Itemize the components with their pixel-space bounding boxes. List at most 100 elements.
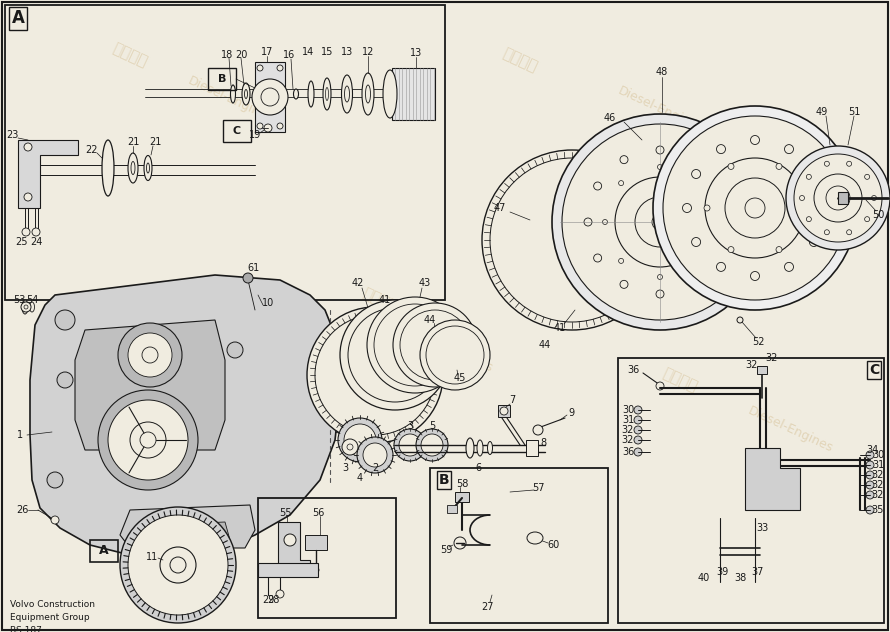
Ellipse shape	[584, 218, 592, 226]
Circle shape	[634, 448, 642, 456]
Circle shape	[562, 124, 758, 320]
Circle shape	[252, 79, 288, 115]
Circle shape	[426, 326, 484, 384]
Text: 35: 35	[872, 505, 884, 515]
Circle shape	[130, 422, 166, 458]
Circle shape	[24, 305, 28, 309]
Text: 23: 23	[6, 130, 18, 140]
Circle shape	[866, 506, 874, 514]
Circle shape	[128, 333, 172, 377]
Ellipse shape	[809, 169, 819, 178]
Circle shape	[374, 304, 456, 386]
Text: 37: 37	[752, 567, 765, 577]
Text: 12: 12	[362, 47, 374, 57]
Ellipse shape	[824, 230, 829, 234]
Text: 40: 40	[698, 573, 710, 583]
Text: 13: 13	[410, 48, 422, 58]
Text: 15: 15	[320, 47, 333, 57]
Ellipse shape	[784, 262, 794, 271]
Text: 32: 32	[746, 360, 758, 370]
Polygon shape	[155, 522, 230, 540]
Bar	[757, 366, 767, 374]
Ellipse shape	[716, 262, 725, 271]
Text: 30: 30	[622, 405, 634, 415]
Circle shape	[635, 197, 685, 247]
Ellipse shape	[362, 73, 374, 115]
Text: 紧发动力: 紧发动力	[110, 40, 150, 70]
Text: 21: 21	[149, 137, 161, 147]
Bar	[447, 505, 457, 513]
Circle shape	[634, 436, 642, 444]
Text: Diesel-Engines: Diesel-Engines	[615, 85, 705, 135]
Bar	[258, 563, 318, 577]
Circle shape	[454, 537, 466, 549]
Text: 32: 32	[872, 470, 884, 480]
Text: 7: 7	[509, 395, 515, 405]
Circle shape	[347, 444, 353, 450]
Ellipse shape	[620, 155, 628, 164]
Polygon shape	[745, 448, 800, 510]
Circle shape	[277, 65, 283, 71]
Text: 26: 26	[16, 505, 28, 515]
Ellipse shape	[22, 300, 28, 314]
Ellipse shape	[728, 164, 734, 169]
Bar	[392, 68, 435, 120]
Circle shape	[634, 426, 642, 434]
Text: 38: 38	[734, 573, 746, 583]
Polygon shape	[30, 275, 340, 555]
Text: 紧发动力: 紧发动力	[660, 365, 700, 394]
Circle shape	[128, 515, 228, 615]
Text: B: B	[439, 473, 449, 487]
Text: 29: 29	[262, 595, 274, 605]
Circle shape	[399, 434, 421, 456]
Text: 紧发动力: 紧发动力	[360, 286, 400, 315]
Circle shape	[348, 308, 442, 402]
Ellipse shape	[242, 83, 250, 105]
Circle shape	[826, 186, 850, 210]
Text: 51: 51	[848, 107, 861, 117]
Ellipse shape	[131, 162, 135, 174]
Text: 39: 39	[716, 567, 728, 577]
Ellipse shape	[342, 75, 352, 113]
Circle shape	[552, 114, 768, 330]
Text: 32: 32	[622, 425, 635, 435]
Circle shape	[257, 65, 263, 71]
Circle shape	[357, 437, 393, 473]
Text: A: A	[99, 545, 109, 557]
Text: 9: 9	[568, 408, 574, 418]
Circle shape	[745, 198, 765, 218]
Circle shape	[482, 150, 662, 330]
Text: 22: 22	[85, 145, 97, 155]
Ellipse shape	[294, 89, 298, 99]
Ellipse shape	[716, 145, 725, 154]
Ellipse shape	[326, 87, 328, 100]
Polygon shape	[120, 505, 255, 548]
Ellipse shape	[619, 181, 624, 186]
Circle shape	[47, 472, 63, 488]
Text: 16: 16	[283, 50, 295, 60]
Ellipse shape	[102, 140, 114, 196]
Circle shape	[725, 178, 785, 238]
Text: 33: 33	[756, 523, 768, 533]
Text: 6: 6	[475, 463, 481, 473]
Text: 3: 3	[342, 463, 348, 473]
Text: 4: 4	[357, 473, 363, 483]
Ellipse shape	[488, 442, 492, 454]
Text: 11: 11	[146, 552, 158, 562]
Circle shape	[51, 516, 59, 524]
Bar	[305, 535, 327, 550]
Circle shape	[313, 567, 319, 573]
Ellipse shape	[824, 161, 829, 166]
Ellipse shape	[776, 246, 782, 253]
Text: 1: 1	[17, 430, 23, 440]
Ellipse shape	[864, 174, 870, 179]
Ellipse shape	[527, 532, 543, 544]
Ellipse shape	[692, 238, 700, 246]
Polygon shape	[255, 62, 285, 132]
Text: Volvo Construction
Equipment Group
BS 187: Volvo Construction Equipment Group BS 18…	[10, 600, 95, 632]
Text: 50: 50	[872, 210, 884, 220]
Circle shape	[367, 297, 463, 393]
Ellipse shape	[477, 440, 483, 456]
Text: 47: 47	[494, 203, 506, 213]
Text: 2: 2	[372, 463, 378, 473]
